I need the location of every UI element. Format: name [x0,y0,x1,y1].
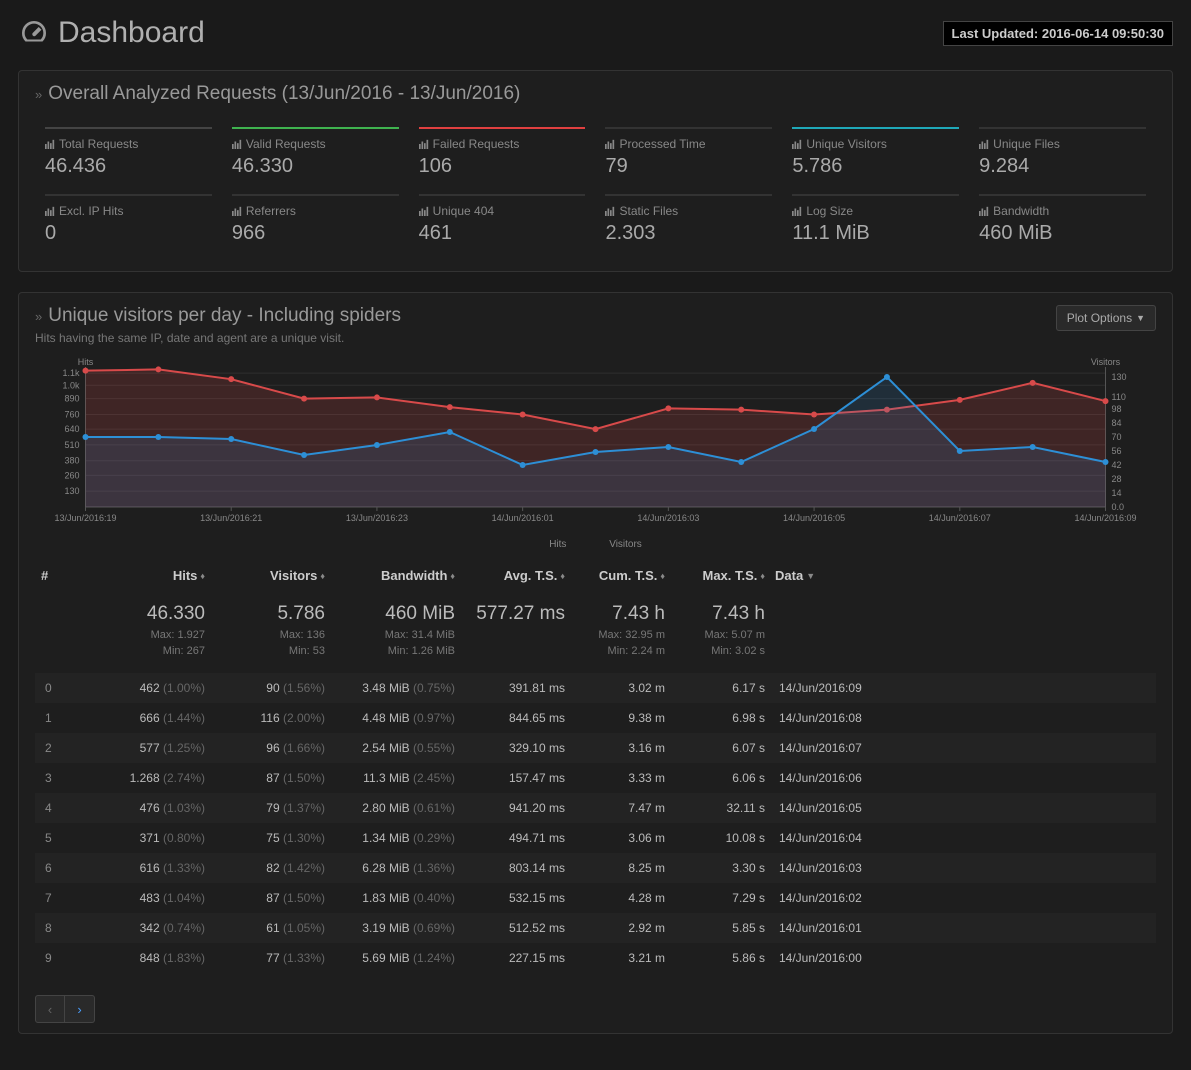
page-header: Dashboard Last Updated: 2016-06-14 09:50… [18,16,1173,50]
stat-card: Unique Files 9.284 [969,121,1156,188]
stat-card: Log Size 11.1 MiB [782,188,969,255]
table-row[interactable]: 1 666 (1.44%) 116 (2.00%) 4.48 MiB (0.97… [35,703,1156,733]
svg-text:380: 380 [64,456,79,466]
dashboard-icon [18,17,50,49]
stat-card: Total Requests 46.436 [35,121,222,188]
stat-card: Excl. IP Hits 0 [35,188,222,255]
svg-text:510: 510 [64,440,79,450]
svg-text:110: 110 [1112,392,1126,402]
table-row[interactable]: 4 476 (1.03%) 79 (1.37%) 2.80 MiB (0.61%… [35,793,1156,823]
stat-card: Valid Requests 46.330 [222,121,409,188]
svg-text:260: 260 [64,470,79,480]
svg-text:130: 130 [1112,372,1127,382]
visitors-chart: 130 260 380 510 640 760 890 1.0k 1.1k 0.0 14 28 42 56… [35,357,1156,537]
table-summary-row: 46.330Max: 1.927Min: 2675.786Max: 136Min… [35,593,1156,673]
col-header[interactable]: Bandwidth ♦ [335,568,465,583]
col-header: # [35,568,75,583]
page-title: Dashboard [18,16,205,50]
stat-card: Static Files 2.303 [595,188,782,255]
svg-text:Hits: Hits [78,357,94,367]
table-row[interactable]: 9 848 (1.83%) 77 (1.33%) 5.69 MiB (1.24%… [35,943,1156,973]
visitors-table: #Hits ♦Visitors ♦Bandwidth ♦Avg. T.S. ♦C… [19,558,1172,985]
svg-text:70: 70 [1112,432,1122,442]
chevron-right-icon: » [35,309,42,324]
chevron-right-icon: » [35,87,42,102]
chart-container: 130 260 380 510 640 760 890 1.0k 1.1k 0.0 14 28 42 56… [19,349,1172,558]
table-row[interactable]: 7 483 (1.04%) 87 (1.50%) 1.83 MiB (0.40%… [35,883,1156,913]
svg-text:640: 640 [64,424,79,434]
svg-text:13/Jun/2016:23: 13/Jun/2016:23 [346,513,408,523]
stat-card: Failed Requests 106 [409,121,596,188]
page-prev-button[interactable]: ‹ [35,995,65,1023]
page-next-button[interactable]: › [65,995,95,1023]
col-header[interactable]: Hits ♦ [75,568,215,583]
svg-text:Visitors: Visitors [1091,357,1121,367]
svg-text:1.1k: 1.1k [62,368,80,378]
svg-text:14/Jun/2016:03: 14/Jun/2016:03 [637,513,699,523]
svg-text:42: 42 [1112,460,1122,470]
svg-text:14/Jun/2016:09: 14/Jun/2016:09 [1074,513,1136,523]
svg-text:28: 28 [1112,474,1122,484]
pagination: ‹ › [19,985,1172,1033]
svg-text:84: 84 [1112,418,1122,428]
svg-text:98: 98 [1112,404,1122,414]
col-header[interactable]: Visitors ♦ [215,568,335,583]
page-title-text: Dashboard [58,16,205,50]
chart-legend: Hits Visitors [35,537,1156,558]
table-row[interactable]: 0 462 (1.00%) 90 (1.56%) 3.48 MiB (0.75%… [35,673,1156,703]
visitors-panel-subtitle: Hits having the same IP, date and agent … [35,331,401,345]
stats-grid: Total Requests 46.436 Valid Requests 46.… [19,113,1172,271]
plot-options-button[interactable]: Plot Options ▼ [1056,305,1156,331]
caret-down-icon: ▼ [1136,313,1145,323]
stat-card: Unique 404 461 [409,188,596,255]
stat-card: Bandwidth 460 MiB [969,188,1156,255]
table-row[interactable]: 8 342 (0.74%) 61 (1.05%) 3.19 MiB (0.69%… [35,913,1156,943]
overall-panel: » Overall Analyzed Requests (13/Jun/2016… [18,70,1173,272]
table-row[interactable]: 2 577 (1.25%) 96 (1.66%) 2.54 MiB (0.55%… [35,733,1156,763]
table-row[interactable]: 6 616 (1.33%) 82 (1.42%) 6.28 MiB (1.36%… [35,853,1156,883]
overall-panel-title: » Overall Analyzed Requests (13/Jun/2016… [35,83,1156,105]
table-body: 0 462 (1.00%) 90 (1.56%) 3.48 MiB (0.75%… [35,673,1156,973]
col-header[interactable]: Avg. T.S. ♦ [465,568,575,583]
svg-text:14/Jun/2016:07: 14/Jun/2016:07 [929,513,991,523]
svg-text:13/Jun/2016:21: 13/Jun/2016:21 [200,513,262,523]
table-row[interactable]: 5 371 (0.80%) 75 (1.30%) 1.34 MiB (0.29%… [35,823,1156,853]
col-header[interactable]: Cum. T.S. ♦ [575,568,675,583]
svg-text:13/Jun/2016:19: 13/Jun/2016:19 [54,513,116,523]
stat-card: Unique Visitors 5.786 [782,121,969,188]
svg-text:890: 890 [64,394,79,404]
col-header[interactable]: Max. T.S. ♦ [675,568,775,583]
svg-text:760: 760 [64,409,79,419]
svg-text:14/Jun/2016:01: 14/Jun/2016:01 [492,513,554,523]
svg-text:0.0: 0.0 [1112,502,1125,512]
stat-card: Processed Time 79 [595,121,782,188]
svg-text:130: 130 [64,486,79,496]
last-updated-badge: Last Updated: 2016-06-14 09:50:30 [943,21,1173,46]
visitors-panel: » Unique visitors per day - Including sp… [18,292,1173,1034]
stat-card: Referrers 966 [222,188,409,255]
col-header[interactable]: Data ▼ [775,568,895,583]
svg-text:1.0k: 1.0k [62,380,80,390]
visitors-panel-title: » Unique visitors per day - Including sp… [35,305,401,327]
svg-text:14: 14 [1112,488,1122,498]
table-header: #Hits ♦Visitors ♦Bandwidth ♦Avg. T.S. ♦C… [35,558,1156,593]
table-row[interactable]: 3 1.268 (2.74%) 87 (1.50%) 11.3 MiB (2.4… [35,763,1156,793]
svg-text:14/Jun/2016:05: 14/Jun/2016:05 [783,513,845,523]
svg-text:56: 56 [1112,446,1122,456]
